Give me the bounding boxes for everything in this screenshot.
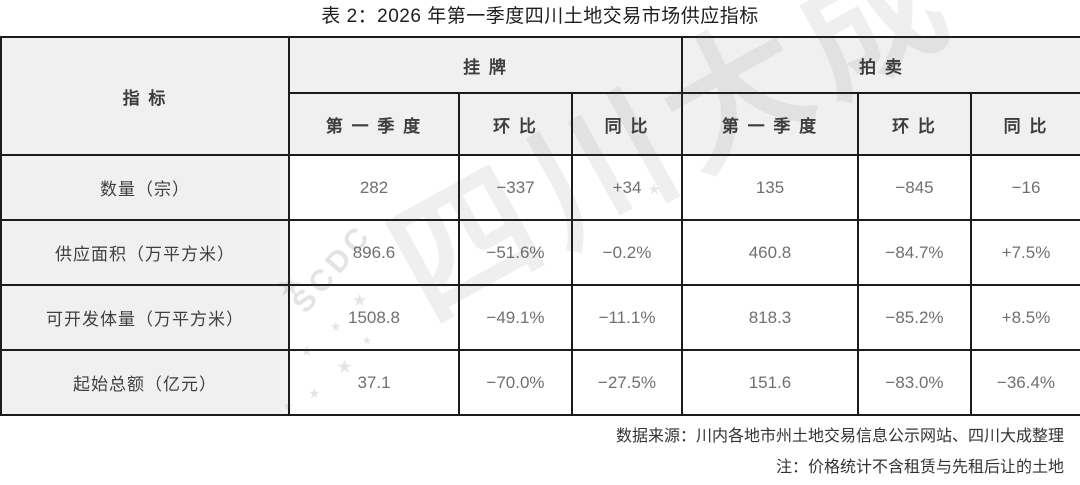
cell-value: 896.6 [288,219,460,286]
cell-value: +34 [571,154,683,221]
supply-indicators-table: 指 标 挂 牌 拍 卖 第 一 季 度 环 比 同 比 第 一 季 度 环 比 … [0,36,1080,416]
col-header-auction-mom: 环 比 [857,92,972,156]
cell-value: −0.2% [571,219,683,286]
price-note: 注：价格统计不含租赁与先租后让的土地 [775,459,1064,476]
indicator-header-cell: 指 标 [0,36,290,156]
cell-value: −85.2% [857,284,972,351]
cell-value: 1508.8 [288,284,460,351]
cell-value: 135 [681,154,859,221]
table-title: 表 2：2026 年第一季度四川土地交易市场供应指标 [321,6,759,27]
row-label-supply-area: 供应面积（万平方米） [0,219,290,286]
cell-value: −36.4% [970,349,1080,416]
table-row: 可开发体量（万平方米） 1508.8 −49.1% −11.1% 818.3 −… [0,284,1080,351]
cell-value: −70.0% [458,349,573,416]
col-header-listing-mom: 环 比 [458,92,573,156]
cell-value: −11.1% [571,284,683,351]
col-header-listing-yoy: 同 比 [571,92,683,156]
cell-value: 460.8 [681,219,859,286]
row-label-quantity: 数量（宗） [0,154,290,221]
cell-value: +8.5% [970,284,1080,351]
row-label-developable-volume: 可开发体量（万平方米） [0,284,290,351]
cell-value: 818.3 [681,284,859,351]
cell-value: −49.1% [458,284,573,351]
cell-value: −845 [857,154,972,221]
col-header-auction-quarter: 第 一 季 度 [681,92,859,156]
header-row-groups: 指 标 挂 牌 拍 卖 [0,36,1080,156]
table-row: 起始总额（亿元） 37.1 −70.0% −27.5% 151.6 −83.0%… [0,349,1080,416]
header-row-subcolumns: 第 一 季 度 环 比 同 比 第 一 季 度 环 比 同 比 [1,92,1080,156]
col-header-auction-yoy: 同 比 [970,92,1080,156]
cell-value: +7.5% [970,219,1080,286]
cell-value: −27.5% [571,349,683,416]
cell-value: −16 [970,154,1080,221]
table-footnotes: 数据来源：川内各地市州土地交易信息公示网站、四川大成整理 注：价格统计不含租赁与… [0,421,1080,483]
cell-value: 37.1 [288,349,460,416]
cell-value: −51.6% [458,219,573,286]
cell-value: 151.6 [681,349,859,416]
cell-value: −83.0% [857,349,972,416]
group-header-listing: 挂 牌 [288,36,683,94]
row-label-starting-total: 起始总额（亿元） [0,349,290,416]
table-row: 数量（宗） 282 −337 +34 135 −845 −16 [0,154,1080,221]
data-source-note: 数据来源：川内各地市州土地交易信息公示网站、四川大成整理 [615,428,1064,445]
cell-value: 282 [288,154,460,221]
col-header-listing-quarter: 第 一 季 度 [288,92,460,156]
table-row: 供应面积（万平方米） 896.6 −51.6% −0.2% 460.8 −84.… [0,219,1080,286]
cell-value: −84.7% [857,219,972,286]
group-header-auction: 拍 卖 [681,36,1080,94]
cell-value: −337 [458,154,573,221]
